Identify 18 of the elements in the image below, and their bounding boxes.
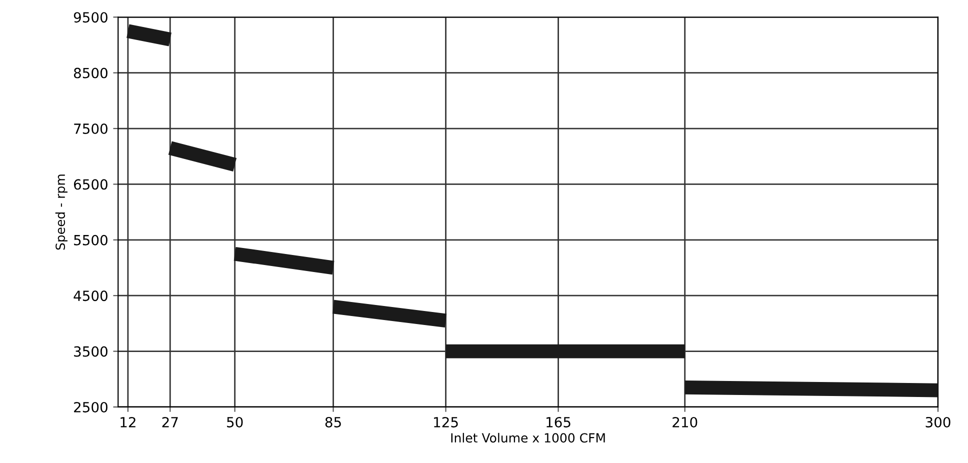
y-axis-title: Speed - rpm [55,174,68,250]
x-tick-label: 12 [120,416,136,428]
x-tick-label: 50 [227,416,243,428]
y-tick-label: 9500 [74,12,108,23]
x-tick-label: 125 [434,416,458,428]
x-tick-label: 300 [926,416,950,428]
y-tick-label: 2500 [74,402,108,412]
x-tick-label: 27 [162,416,178,428]
x-tick-label: 210 [672,416,698,428]
x-tick-label: 85 [325,416,341,428]
y-tick-label: 5500 [74,234,108,246]
y-tick-label: 7500 [74,123,108,134]
y-tick-label: 3500 [74,346,108,357]
x-axis-title: Inlet Volume x 1000 CFM [451,432,605,443]
y-tick-label: 6500 [74,179,108,190]
y-tick-label: 4500 [74,290,108,302]
y-tick-label: 8500 [74,68,108,78]
x-tick-label: 165 [546,416,570,428]
